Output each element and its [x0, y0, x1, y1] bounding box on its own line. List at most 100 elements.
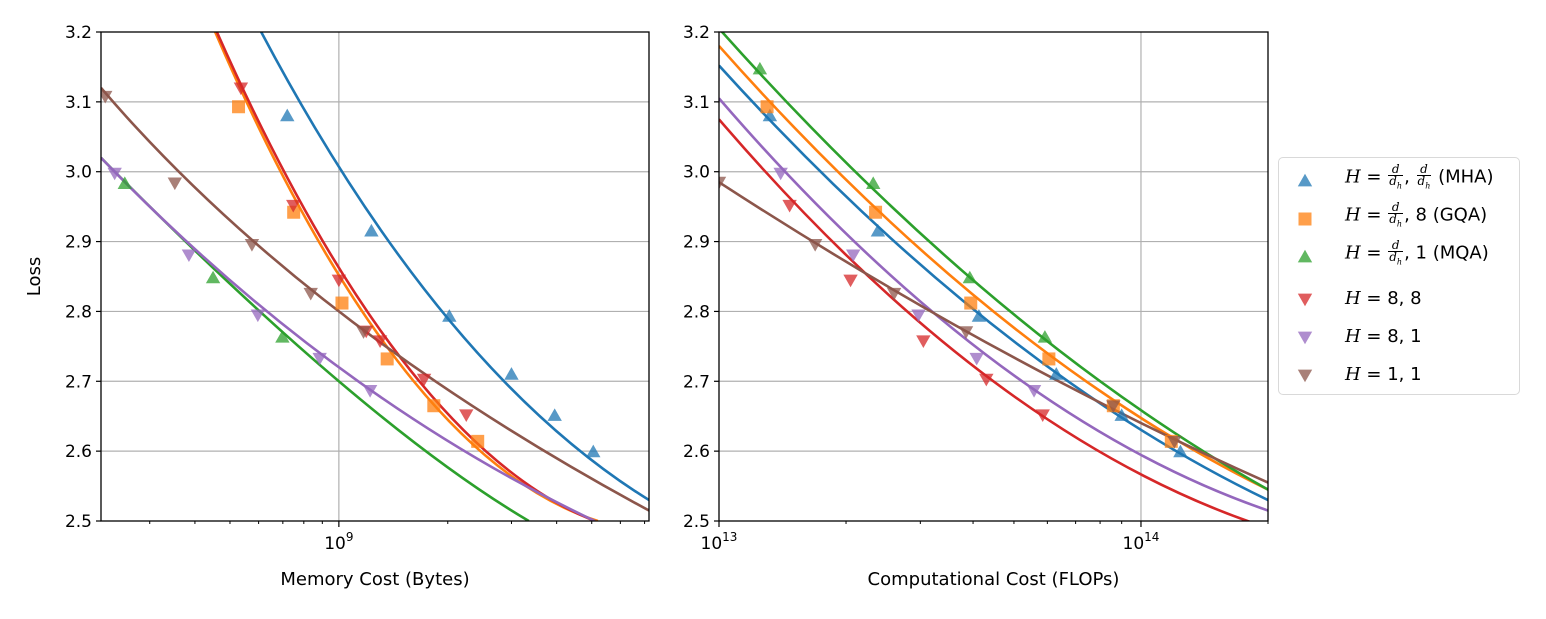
x-tick-label: 109 — [324, 530, 353, 554]
y-tick-label: 2.5 — [683, 512, 710, 532]
data-point-H88 — [331, 274, 347, 288]
fit-line-H11 — [101, 87, 649, 512]
data-point-H88 — [459, 409, 474, 423]
data-point-MHA — [1173, 444, 1188, 458]
data-point-MHA — [364, 223, 379, 237]
y-tick-label: 3.2 — [65, 23, 92, 43]
x-axis-label: Memory Cost (Bytes) — [280, 569, 469, 590]
data-point-MQA — [1037, 330, 1053, 343]
legend-marker-H88 — [1297, 293, 1313, 307]
fit-line-MQA — [720, 32, 1268, 491]
data-point-GQA — [1042, 352, 1056, 366]
legend-marker-MHA — [1297, 173, 1313, 187]
data-point-H11 — [807, 238, 823, 252]
data-point-MHA — [1114, 408, 1129, 421]
fit-line-MHA — [719, 64, 1268, 502]
data-point-H88 — [233, 82, 249, 96]
data-point-H81 — [911, 309, 926, 323]
data-area — [101, 32, 649, 521]
data-point-H88 — [916, 335, 931, 348]
data-point-H11 — [303, 287, 318, 301]
data-point-H81 — [312, 352, 327, 366]
data-point-MQA — [752, 61, 768, 75]
data-point-MHA — [971, 309, 987, 322]
data-point-GQA — [335, 296, 349, 310]
data-point-GQA — [471, 434, 485, 448]
data-point-GQA — [287, 205, 301, 219]
y-tick-label: 2.7 — [683, 372, 710, 392]
data-point-H81 — [1026, 384, 1042, 398]
legend-label: H = 8, 1 — [1345, 326, 1422, 347]
legend-label: H = 8, 8 — [1345, 288, 1422, 309]
data-point-H81 — [362, 384, 378, 398]
data-point-MHA — [280, 108, 295, 122]
data-point-H88 — [979, 373, 994, 387]
data-point-H88 — [372, 335, 388, 348]
data-point-MHA — [504, 367, 519, 380]
y-tick-label: 2.5 — [65, 512, 92, 532]
legend-marker-MQA — [1297, 249, 1313, 263]
data-point-H88 — [416, 373, 432, 387]
y-tick-label: 2.6 — [65, 442, 92, 462]
data-point-H11 — [356, 326, 371, 339]
data-area — [719, 32, 1268, 521]
y-tick-label: 2.6 — [683, 442, 710, 462]
y-tick-label: 2.8 — [683, 302, 710, 322]
data-point-MQA — [205, 270, 221, 284]
data-point-MHA — [762, 108, 778, 122]
y-tick-label: 3.1 — [65, 93, 92, 113]
legend-marker-H81 — [1297, 331, 1313, 345]
legend-marker-H11 — [1297, 369, 1313, 383]
data-point-H81 — [250, 309, 266, 323]
data-point-H88 — [1035, 409, 1050, 423]
data-point-MQA — [275, 330, 290, 343]
data-point-H81 — [969, 352, 984, 366]
legend-label: H = d dh, 8 (GQA) — [1345, 200, 1488, 229]
y-tick-label: 3.1 — [683, 93, 710, 113]
data-point-H11 — [1106, 400, 1121, 413]
y-axis-label: Loss — [24, 257, 45, 296]
y-tick-label: 2.7 — [65, 372, 92, 392]
y-tick-label: 2.9 — [65, 233, 92, 253]
data-point-MHA — [547, 408, 562, 421]
data-point-GQA — [869, 205, 883, 219]
data-point-MHA — [442, 309, 457, 322]
legend-marker-GQA — [1298, 212, 1312, 226]
data-point-H11 — [1167, 435, 1182, 449]
y-tick-label: 2.9 — [683, 233, 710, 253]
data-point-MQA — [866, 176, 881, 189]
y-tick-label: 3.2 — [683, 23, 710, 43]
fit-line-H81 — [101, 156, 596, 521]
x-tick-label: 1014 — [1123, 530, 1160, 554]
x-tick-label: 1013 — [701, 530, 738, 554]
data-point-H88 — [286, 199, 301, 213]
data-point-H11 — [244, 238, 260, 252]
data-point-H11 — [958, 326, 974, 339]
data-point-GQA — [760, 100, 774, 114]
data-point-H11 — [167, 177, 183, 191]
plot-panel-1: 2.5 2.6 2.7 2.8 2.9 3.0 3.1 3.2 109 Memory Cost (… — [24, 23, 650, 590]
data-point-MQA — [117, 176, 133, 189]
data-point-H11 — [101, 90, 113, 104]
data-point-H81 — [773, 167, 788, 181]
data-point-H81 — [107, 167, 122, 181]
data-point-H11 — [719, 176, 727, 190]
data-point-MQA — [962, 270, 978, 284]
data-point-GQA — [232, 100, 246, 114]
plot-panel-2: 2.5 2.6 2.7 2.8 2.9 3.0 3.1 3.2 1013 1014Computat… — [683, 23, 1269, 590]
x-axis-label: Computational Cost (FLOPs) — [868, 569, 1120, 590]
fit-line-H11 — [719, 181, 1268, 484]
fit-line-H81 — [719, 97, 1268, 512]
data-point-H88 — [843, 274, 858, 288]
data-point-H88 — [782, 199, 797, 213]
data-point-MHA — [870, 223, 886, 237]
data-point-H81 — [181, 249, 197, 263]
legend-label: H = 1, 1 — [1345, 364, 1422, 385]
data-point-MHA — [1049, 367, 1064, 380]
axes-frame — [718, 31, 1269, 522]
y-tick-label: 2.8 — [65, 302, 92, 322]
y-tick-label: 3.0 — [683, 163, 710, 183]
data-point-H11 — [886, 287, 902, 301]
axes-frame — [100, 31, 650, 522]
